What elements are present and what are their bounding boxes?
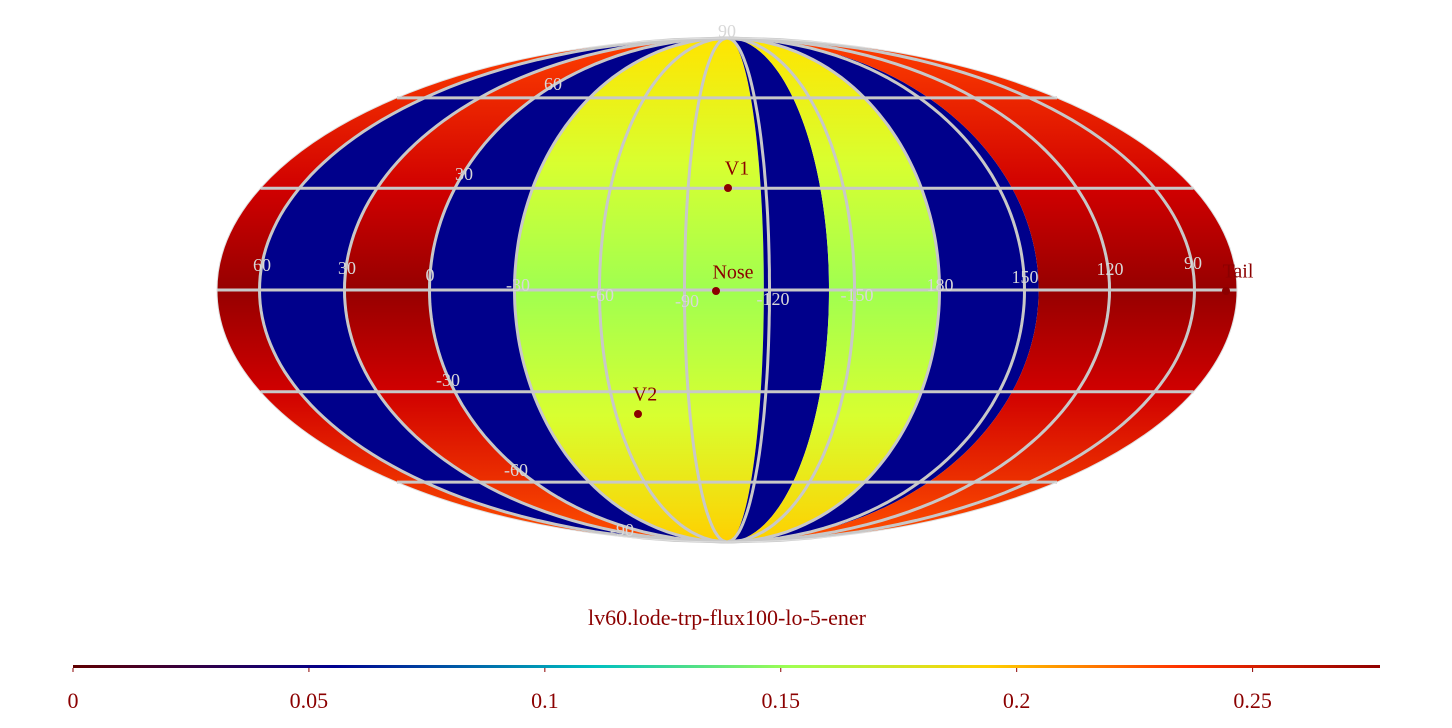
longitude-label: -120 <box>757 289 790 309</box>
map-band <box>429 38 727 542</box>
longitude-label: 180 <box>927 275 954 295</box>
longitude-label: 60 <box>253 255 271 275</box>
longitude-label: 150 <box>1012 267 1039 287</box>
longitude-label: 30 <box>338 258 356 278</box>
colorbar-ticks: 0 0.05 0.1 0.15 0.2 0.25 <box>68 668 1272 713</box>
colorbar-tick-label: 0.2 <box>1003 688 1031 713</box>
map-band <box>727 38 1237 542</box>
colorbar-tick-label: 0.15 <box>762 688 801 713</box>
marker-dot <box>724 184 732 192</box>
marker-label: V2 <box>633 384 657 406</box>
longitude-label: -90 <box>675 291 699 311</box>
longitude-label: -30 <box>506 275 530 295</box>
colorbar-tick-label: 0.1 <box>531 688 559 713</box>
map-band <box>344 38 727 542</box>
map-outline <box>216 37 1238 543</box>
marker-dot <box>1222 287 1230 295</box>
colorbar-tick-label: 0.25 <box>1233 688 1272 713</box>
longitude-label: 0 <box>426 265 435 285</box>
longitude-label: 120 <box>1097 259 1124 279</box>
longitude-label: 90 <box>1184 253 1202 273</box>
latitude-label: -90 <box>610 520 634 540</box>
graticule <box>216 36 1238 544</box>
marker-dot <box>634 410 642 418</box>
map-title: lv60.lode-trp-flux100-lo-5-ener <box>588 605 867 630</box>
longitude-label: -150 <box>841 285 874 305</box>
latitude-label: -30 <box>436 370 460 390</box>
marker-dot <box>712 287 720 295</box>
marker-label: Nose <box>712 262 753 284</box>
latitude-label: 60 <box>544 74 562 94</box>
longitude-label: -60 <box>590 285 614 305</box>
latitude-label: 90 <box>718 21 736 41</box>
colorbar <box>73 665 1380 668</box>
map-labels: 90 60 30 -30 -60 -90 60 30 0 -30 -60 -90 -120 -150 180… <box>253 21 1254 540</box>
map-band <box>259 38 727 542</box>
marker-label: V1 <box>725 158 749 180</box>
marker-label: Tail <box>1223 261 1254 283</box>
colorbar-tick-label: 0.05 <box>290 688 329 713</box>
map-band <box>727 38 1039 542</box>
latitude-label: 30 <box>455 164 473 184</box>
colorbar-tick-label: 0 <box>68 688 79 713</box>
latitude-label: -60 <box>504 460 528 480</box>
